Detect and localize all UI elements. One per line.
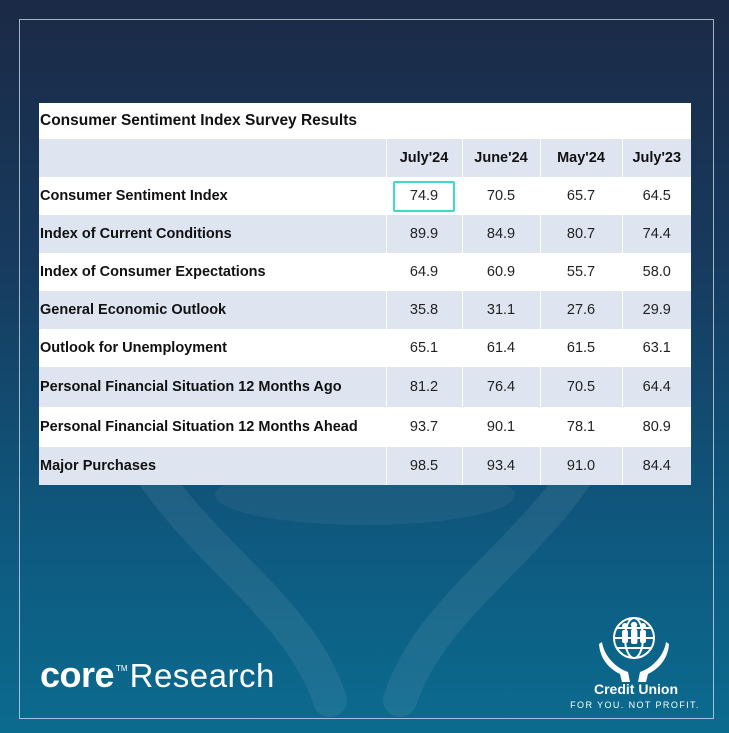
table-cell: 64.9 bbox=[385, 253, 462, 291]
table-cell: 98.5 bbox=[385, 447, 462, 485]
table-row: Outlook for Unemployment 65.1 61.4 61.5 … bbox=[39, 329, 691, 367]
table-row: Index of Consumer Expectations 64.9 60.9… bbox=[39, 253, 691, 291]
table-row: General Economic Outlook 35.8 31.1 27.6 … bbox=[39, 291, 691, 329]
table-cell: 64.4 bbox=[621, 367, 691, 407]
table-cell: 27.6 bbox=[539, 291, 622, 329]
table-cell: 63.1 bbox=[621, 329, 691, 367]
table-cell: 93.4 bbox=[461, 447, 540, 485]
table-cell: 70.5 bbox=[461, 177, 540, 215]
column-header: June'24 bbox=[461, 139, 540, 177]
highlighted-value: 74.9 bbox=[393, 180, 455, 212]
row-label: Index of Current Conditions bbox=[39, 215, 386, 253]
table-cell: 65.1 bbox=[385, 329, 462, 367]
table-cell: 29.9 bbox=[621, 291, 691, 329]
row-label: Personal Financial Situation 12 Months A… bbox=[39, 407, 386, 447]
table-cell: 84.9 bbox=[461, 215, 540, 253]
row-label: General Economic Outlook bbox=[39, 291, 386, 329]
table-title: Consumer Sentiment Index Survey Results bbox=[40, 112, 357, 129]
header-label-cell bbox=[39, 139, 386, 177]
table-cell: 93.7 bbox=[385, 407, 462, 447]
table-cell: 76.4 bbox=[461, 367, 540, 407]
survey-table: July'24 June'24 May'24 July'23 Consumer … bbox=[39, 139, 691, 485]
credit-union-hands-globe-icon bbox=[599, 617, 669, 682]
row-label: Personal Financial Situation 12 Months A… bbox=[39, 367, 386, 407]
table-cell: 60.9 bbox=[461, 253, 540, 291]
column-header: July'24 bbox=[385, 139, 462, 177]
credit-union-name: Credit Union bbox=[594, 681, 678, 697]
table-row: Index of Current Conditions 89.9 84.9 80… bbox=[39, 215, 691, 253]
table-row: Personal Financial Situation 12 Months A… bbox=[39, 367, 691, 407]
header-row: July'24 June'24 May'24 July'23 bbox=[39, 139, 691, 177]
table-cell: 80.7 bbox=[539, 215, 622, 253]
brand-core-text: core bbox=[40, 654, 115, 695]
brand-research-text: Research bbox=[129, 657, 275, 694]
column-header: May'24 bbox=[539, 139, 622, 177]
table-cell: 74.9 bbox=[385, 177, 462, 215]
table-cell: 70.5 bbox=[539, 367, 622, 407]
row-label: Outlook for Unemployment bbox=[39, 329, 386, 367]
column-header: July'23 bbox=[621, 139, 691, 177]
credit-union-tagline: FOR YOU. NOT PROFIT. bbox=[570, 700, 700, 710]
survey-table-card: Consumer Sentiment Index Survey Results … bbox=[39, 103, 691, 485]
table-cell: 80.9 bbox=[621, 407, 691, 447]
table-cell: 78.1 bbox=[539, 407, 622, 447]
table-row: Major Purchases 98.5 93.4 91.0 84.4 bbox=[39, 447, 691, 485]
table-cell: 61.4 bbox=[461, 329, 540, 367]
table-cell: 65.7 bbox=[539, 177, 622, 215]
table-cell: 58.0 bbox=[621, 253, 691, 291]
table-cell: 55.7 bbox=[539, 253, 622, 291]
table-row: Consumer Sentiment Index 74.9 70.5 65.7 … bbox=[39, 177, 691, 215]
brand-trademark: TM bbox=[116, 664, 128, 673]
core-research-logo: core TM Research bbox=[40, 654, 275, 696]
table-cell: 90.1 bbox=[461, 407, 540, 447]
table-cell: 74.4 bbox=[621, 215, 691, 253]
table-row: Personal Financial Situation 12 Months A… bbox=[39, 407, 691, 447]
table-cell: 89.9 bbox=[385, 215, 462, 253]
table-cell: 84.4 bbox=[621, 447, 691, 485]
table-cell: 64.5 bbox=[621, 177, 691, 215]
table-cell: 81.2 bbox=[385, 367, 462, 407]
row-label: Consumer Sentiment Index bbox=[39, 177, 386, 215]
table-cell: 61.5 bbox=[539, 329, 622, 367]
row-label: Major Purchases bbox=[39, 447, 386, 485]
table-cell: 31.1 bbox=[461, 291, 540, 329]
row-label: Index of Consumer Expectations bbox=[39, 253, 386, 291]
table-cell: 91.0 bbox=[539, 447, 622, 485]
table-cell: 35.8 bbox=[385, 291, 462, 329]
